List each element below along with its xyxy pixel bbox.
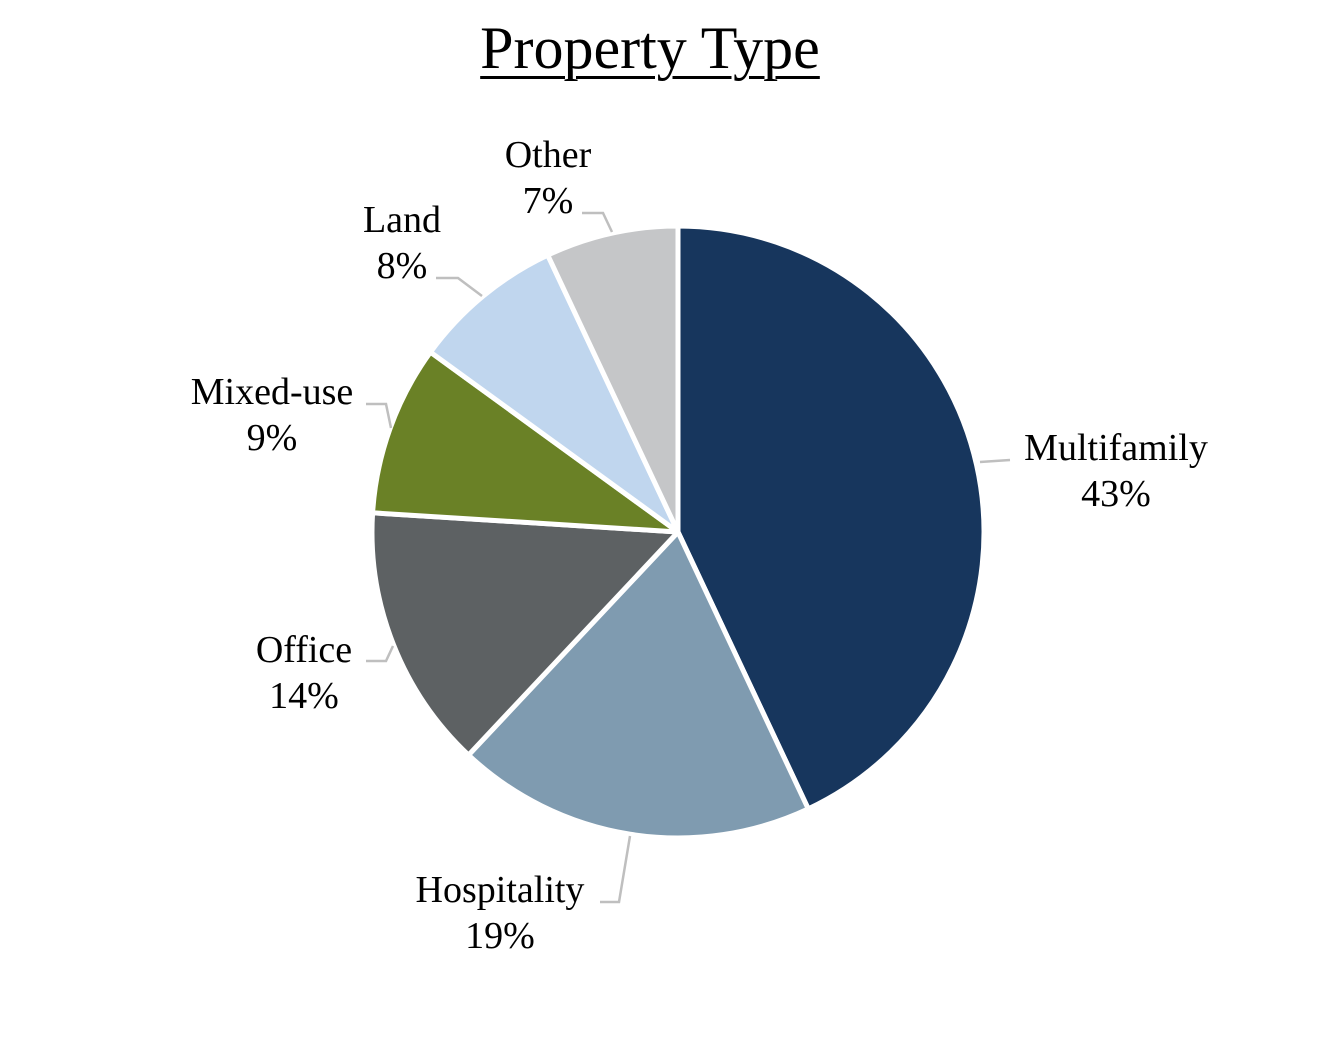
- slice-value-multifamily: 43%: [1081, 473, 1151, 515]
- slice-value-mixed-use: 9%: [247, 417, 298, 459]
- slice-value-hospitality: 19%: [465, 915, 535, 957]
- pie-slice-multifamily: [675, 223, 987, 812]
- leader-line-office: [366, 645, 395, 663]
- leader-line-hospitality: [600, 835, 632, 904]
- leader-line-other: [582, 211, 614, 233]
- pie-slice-mixed-use: [370, 349, 681, 535]
- slice-label-other: Other: [505, 134, 592, 176]
- slice-label-hospitality: Hospitality: [416, 869, 585, 911]
- leader-line-land: [436, 276, 483, 297]
- slice-label-land: Land: [363, 199, 441, 241]
- leader-line-mixed-use: [366, 402, 393, 429]
- chart-title: Property Type: [480, 15, 820, 81]
- slice-label-multifamily: Multifamily: [1024, 427, 1208, 469]
- pie-slices: [369, 223, 987, 841]
- slice-label-mixed-use: Mixed-use: [191, 371, 354, 413]
- slice-value-land: 8%: [377, 245, 428, 287]
- leader-lines: [366, 211, 1011, 904]
- pie-slice-office: [369, 510, 681, 758]
- slice-value-office: 14%: [269, 675, 339, 717]
- pie-slice-hospitality: [466, 529, 811, 841]
- pie-slice-land: [427, 252, 681, 535]
- pie-slice-other: [545, 223, 681, 535]
- slice-label-office: Office: [256, 629, 352, 671]
- leader-line-multifamily: [979, 458, 1011, 464]
- slice-value-other: 7%: [523, 180, 574, 222]
